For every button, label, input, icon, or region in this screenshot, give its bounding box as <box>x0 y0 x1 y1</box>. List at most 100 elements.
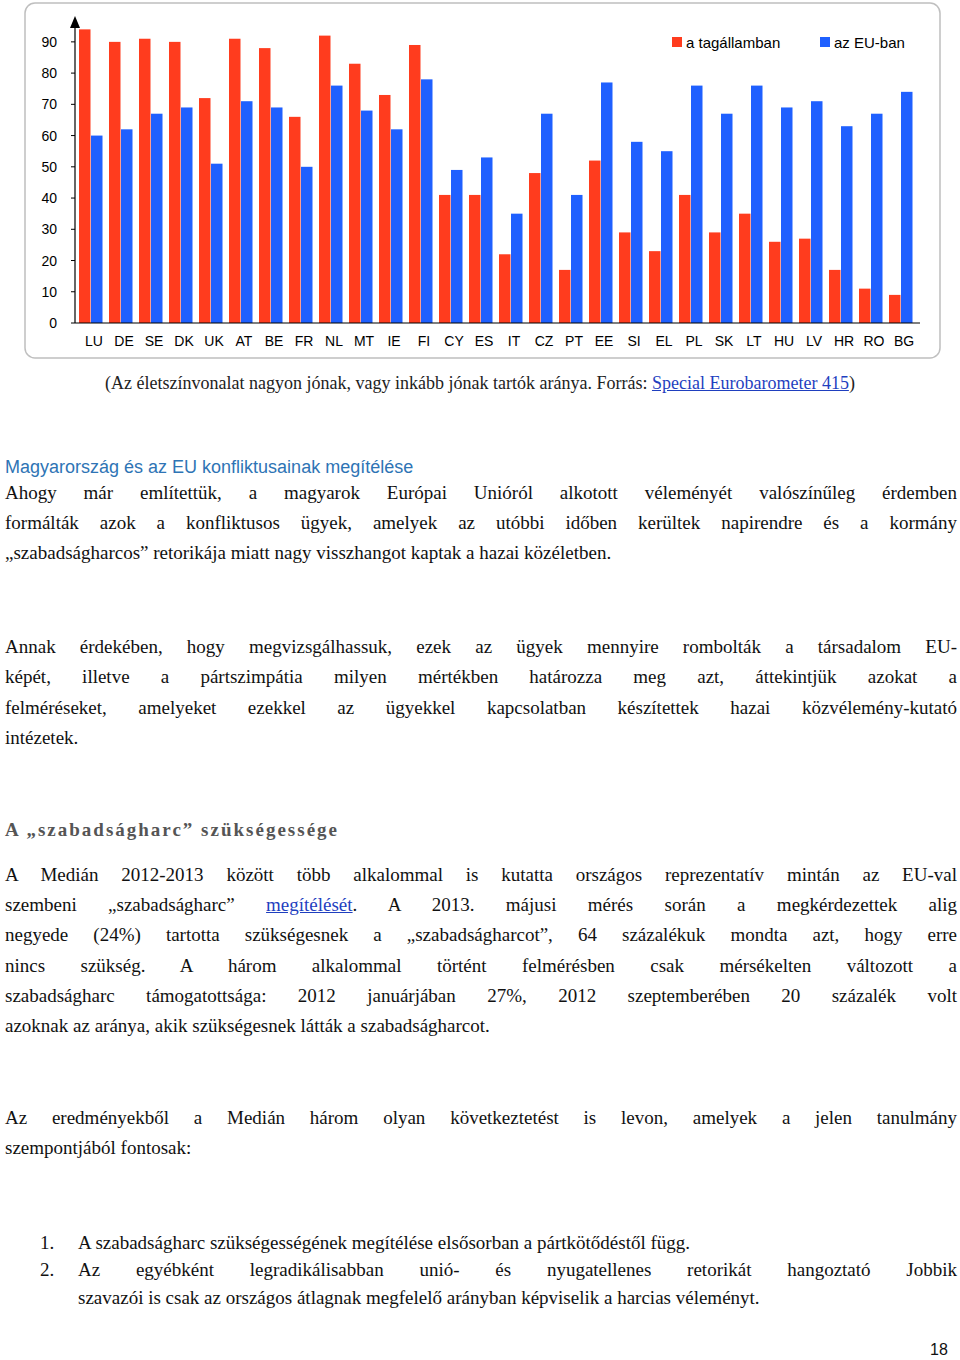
x-tick-label: HR <box>834 333 854 349</box>
bar <box>259 48 271 323</box>
bar <box>361 111 373 323</box>
bar <box>181 107 193 323</box>
text-line: formálták azok a konfliktusos ügyek, ame… <box>5 510 957 536</box>
text-line: szabadságharc támogatottsága: 2012 januá… <box>5 983 957 1009</box>
bar <box>829 270 841 323</box>
chart: 0102030405060708090LUDESEDKUKATBEFRNLMTI… <box>0 0 960 365</box>
bar <box>751 86 763 323</box>
bar <box>151 114 163 323</box>
bar <box>469 195 481 323</box>
y-axis <box>74 20 75 323</box>
y-tick-label: 10 <box>41 284 57 300</box>
text-part: . A 2013. májusi mérés során a megkérdez… <box>353 894 957 915</box>
bar <box>859 289 871 323</box>
legend-swatch <box>672 37 682 47</box>
x-tick-label: UK <box>204 333 224 349</box>
x-tick-label: IT <box>508 333 521 349</box>
chart-frame <box>25 3 940 358</box>
text-line: nincs szükség. A három alkalommal történ… <box>5 953 957 979</box>
bar <box>121 129 133 323</box>
bar <box>619 232 631 323</box>
bar <box>841 126 853 323</box>
bars <box>79 29 913 323</box>
bar <box>79 29 91 323</box>
bar <box>871 114 883 323</box>
bar <box>379 95 391 323</box>
x-tick-label: PL <box>685 333 702 349</box>
bar <box>781 107 793 323</box>
text-line: szembeni „szabadságharc” megítélését. A … <box>5 892 957 918</box>
bar <box>139 39 151 323</box>
bar <box>661 151 673 323</box>
x-tick-label: CY <box>444 333 464 349</box>
bar <box>529 173 541 323</box>
text-line: negyede (24%) tartotta szükségesnek a „s… <box>5 922 957 948</box>
x-tick-label: EE <box>595 333 614 349</box>
x-tick-label: LT <box>746 333 762 349</box>
bar <box>691 86 703 323</box>
text-line: Az eredményekből a Medián három olyan kö… <box>5 1105 957 1131</box>
y-tick-label: 70 <box>41 96 57 112</box>
y-tick-label: 60 <box>41 128 57 144</box>
bar <box>241 101 253 323</box>
bar <box>229 39 241 323</box>
y-tick-label: 90 <box>41 34 57 50</box>
x-tick-label: MT <box>354 333 375 349</box>
bar <box>289 117 301 323</box>
bar <box>649 251 661 323</box>
y-tick-label: 50 <box>41 159 57 175</box>
bar <box>589 161 601 323</box>
text-line: A Medián 2012-2013 között több alkalomma… <box>5 862 957 888</box>
y-tick-label: 40 <box>41 190 57 206</box>
x-tick-label: EL <box>655 333 672 349</box>
page-number: 18 <box>930 1337 948 1360</box>
x-tick-label: SI <box>627 333 640 349</box>
bar <box>271 107 283 323</box>
text-line: A szabadságharc szükségességének megítél… <box>78 1230 957 1256</box>
y-tick-label: 20 <box>41 253 57 269</box>
bar <box>739 214 751 323</box>
y-tick-label: 0 <box>49 315 57 331</box>
text-line: szempontjából fontosak: <box>5 1135 957 1161</box>
bar <box>541 114 553 323</box>
bar <box>91 136 103 323</box>
bar <box>709 232 721 323</box>
bar <box>769 242 781 323</box>
bar <box>301 167 313 323</box>
text-line: Ahogy már említettük, a magyarok Európai… <box>5 480 957 506</box>
bar <box>109 42 121 323</box>
bar <box>499 254 511 323</box>
text-part: szembeni „szabadságharc” <box>5 894 266 915</box>
bar <box>901 92 913 323</box>
link: megítélését <box>266 894 353 915</box>
x-tick-label: RO <box>864 333 885 349</box>
caption: (Az életszínvonalat nagyon jónak, vagy i… <box>0 370 960 396</box>
text-line: „szabadságharcos” retorikája miatt nagy … <box>5 540 957 566</box>
x-tick-label: AT <box>236 333 253 349</box>
text-line: szavazói is csak az országos átlagnak me… <box>78 1285 957 1311</box>
text-line: Az egyébként legradikálisabban unió- és … <box>78 1257 957 1283</box>
bar <box>421 79 433 323</box>
bar <box>199 98 211 323</box>
caption-part: ) <box>849 373 855 393</box>
x-tick-label: CZ <box>535 333 554 349</box>
x-tick-label: SE <box>145 333 164 349</box>
x-tick-label: SK <box>715 333 734 349</box>
x-tick-label: ES <box>475 333 494 349</box>
x-tick-label: FR <box>295 333 314 349</box>
bar <box>439 195 451 323</box>
bar <box>511 214 523 323</box>
x-tick-label: LV <box>806 333 823 349</box>
text-line: képét, illetve a pártszimpátia milyen mé… <box>5 664 957 690</box>
bar <box>601 82 613 323</box>
x-tick-label: FI <box>418 333 430 349</box>
caption-part: (Az életszínvonalat nagyon jónak, vagy i… <box>105 373 652 393</box>
list-number: 2. <box>40 1257 54 1283</box>
heading: A „szabadságharc” szükségessége <box>5 817 339 843</box>
x-tick-label: IE <box>387 333 400 349</box>
bar <box>631 142 643 323</box>
bar <box>211 164 223 323</box>
list-number: 1. <box>40 1230 54 1256</box>
x-tick-label: BG <box>894 333 914 349</box>
x-tick-label: DE <box>114 333 133 349</box>
